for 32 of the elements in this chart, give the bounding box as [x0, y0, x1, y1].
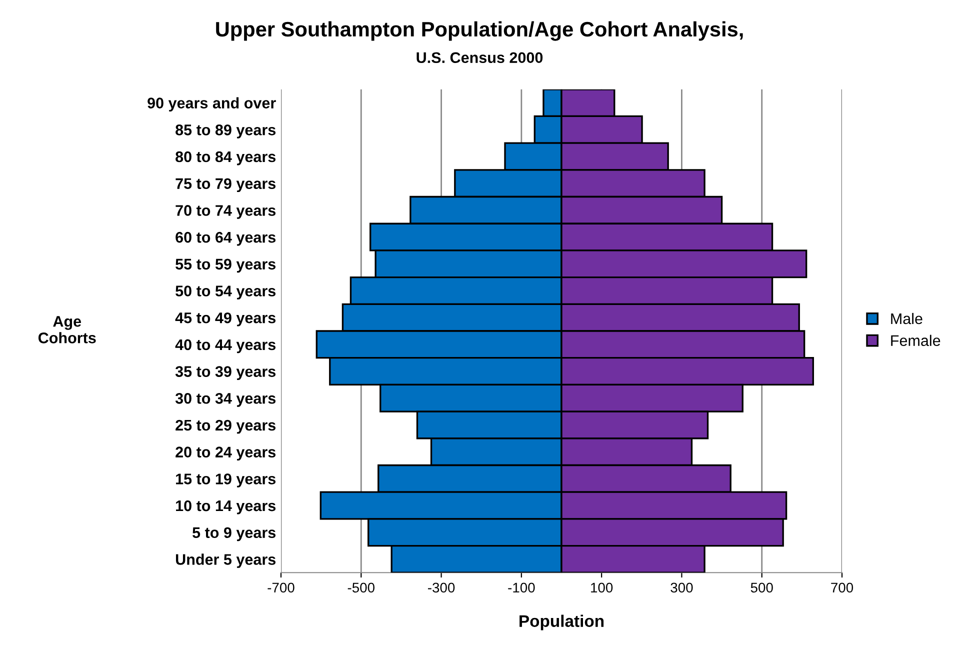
y-tick-label: 45 to 49 years [175, 312, 276, 326]
y-axis-title: Age Cohorts [38, 316, 96, 344]
legend-label: Male [891, 312, 922, 324]
chart-subtitle: U.S. Census 2000 [416, 52, 543, 64]
x-tick-label: 500 [750, 582, 773, 593]
x-tick-label: 100 [591, 582, 613, 593]
x-tick-label: 700 [831, 582, 854, 593]
chart-title: Upper Southampton Population/Age Cohort Analysis, [216, 21, 743, 41]
y-tick-label: Under 5 years [176, 554, 276, 568]
y-tick-label: 40 to 44 years [175, 339, 276, 354]
x-axis-title: Population [520, 614, 604, 630]
x-tick-label: -500 [348, 582, 374, 593]
y-tick-label: 25 to 29 years [176, 420, 276, 434]
y-tick-label: 60 to 64 years [176, 232, 276, 246]
x-tick-label: -100 [508, 582, 535, 593]
y-tick-label: 50 to 54 years [176, 286, 276, 300]
y-tick-label: 55 to 59 years [176, 258, 276, 273]
y-tick-label: 85 to 89 years [176, 124, 276, 138]
y-tick-label: 70 to 74 years [176, 205, 276, 219]
x-tick-label: -300 [428, 582, 455, 593]
y-tick-label: 80 to 84 years [176, 151, 276, 166]
y-tick-label: 75 to 79 years [176, 178, 276, 192]
y-tick-label: 10 to 14 years [176, 500, 276, 514]
x-tick-label: 300 [670, 582, 693, 593]
legend-label: Female [891, 334, 940, 346]
y-tick-label: 20 to 24 years [176, 446, 276, 461]
y-tick-label: 90 years and over [148, 97, 276, 112]
y-tick-label: 30 to 34 years [175, 392, 276, 407]
y-tick-label: 15 to 19 years [176, 474, 276, 488]
y-tick-label: 5 to 9 years [192, 527, 276, 542]
y-tick-label: 35 to 39 years [175, 366, 276, 380]
x-tick-label: -700 [268, 582, 294, 593]
